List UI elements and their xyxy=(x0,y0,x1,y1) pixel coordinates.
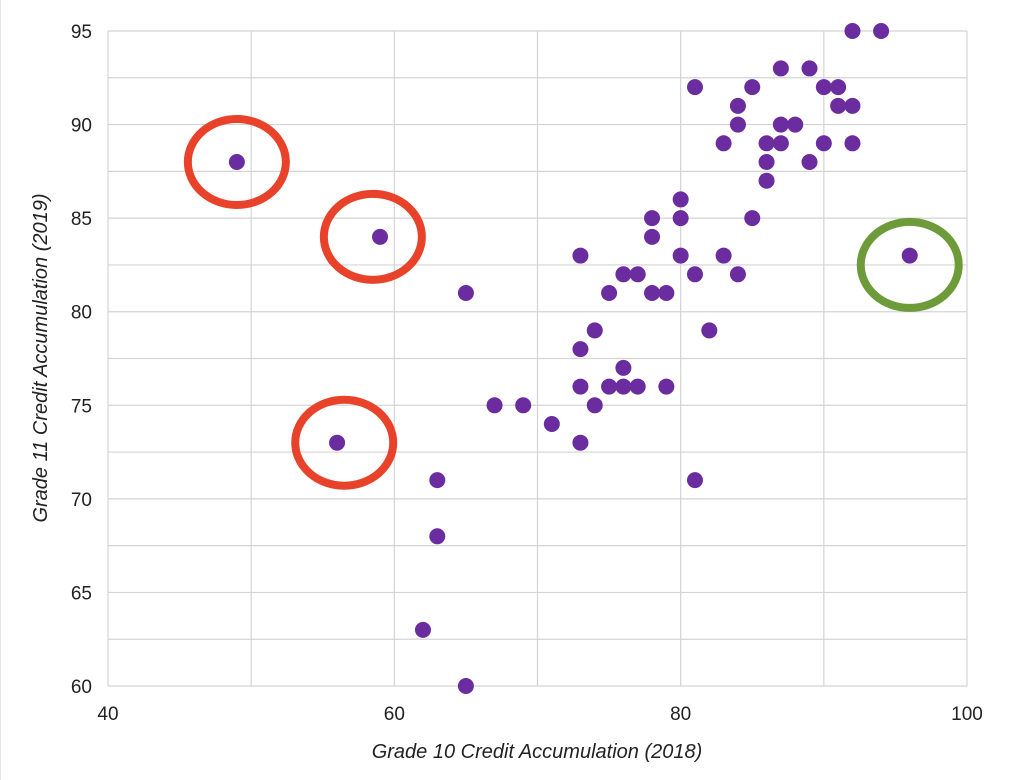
data-point xyxy=(744,79,761,96)
data-point xyxy=(572,247,589,264)
data-point xyxy=(629,378,646,395)
y-tick-label: 70 xyxy=(71,490,92,511)
data-point xyxy=(429,528,446,545)
data-point xyxy=(772,135,789,152)
data-point xyxy=(572,378,589,395)
data-point xyxy=(815,135,832,152)
grid-lines xyxy=(107,30,968,687)
data-point xyxy=(644,285,661,301)
data-point xyxy=(758,154,775,170)
y-axis-ticks: 60 65 70 75 80 85 90 95 xyxy=(71,22,92,698)
data-point xyxy=(844,23,861,39)
y-tick-label: 90 xyxy=(71,116,92,137)
highlight-circle xyxy=(291,395,398,490)
data-point xyxy=(686,266,703,283)
data-point xyxy=(729,97,746,114)
data-point xyxy=(729,116,746,133)
data-point xyxy=(686,79,703,96)
y-tick-label: 95 xyxy=(71,22,92,43)
x-tick-label: 60 xyxy=(384,704,405,725)
data-point xyxy=(601,378,618,395)
data-point xyxy=(901,247,918,264)
highlight-circles xyxy=(183,115,963,490)
x-axis-title: Grade 10 Credit Accumulation (2018) xyxy=(372,741,703,763)
data-point xyxy=(644,228,661,245)
data-point xyxy=(457,678,474,694)
data-point xyxy=(672,210,689,227)
data-point xyxy=(658,378,675,395)
data-point xyxy=(801,154,818,170)
data-point xyxy=(758,172,775,189)
data-point xyxy=(744,210,761,227)
data-point xyxy=(586,397,603,414)
data-point xyxy=(830,97,847,114)
x-tick-label: 100 xyxy=(951,704,983,725)
data-point xyxy=(772,116,789,133)
data-point xyxy=(873,23,890,39)
data-point xyxy=(329,434,346,451)
data-point xyxy=(615,359,632,376)
data-point xyxy=(772,60,789,77)
data-point xyxy=(586,322,603,339)
data-point xyxy=(543,416,560,432)
highlight-circle xyxy=(319,189,426,284)
data-point xyxy=(658,285,675,301)
x-tick-label: 80 xyxy=(670,704,691,725)
data-point xyxy=(486,397,503,414)
data-point xyxy=(644,210,661,227)
data-point xyxy=(729,266,746,283)
data-point xyxy=(457,285,474,301)
data-point xyxy=(601,285,618,301)
data-point xyxy=(414,621,431,638)
data-point xyxy=(228,154,245,170)
y-tick-label: 85 xyxy=(71,209,92,230)
y-axis-title: Grade 11 Credit Accumulation (2019) xyxy=(30,193,52,522)
data-point xyxy=(715,135,732,152)
data-point xyxy=(787,116,804,133)
data-point xyxy=(572,341,589,358)
y-tick-label: 75 xyxy=(71,396,92,417)
data-points xyxy=(228,23,918,694)
data-point xyxy=(686,472,703,489)
data-point xyxy=(844,135,861,152)
data-point xyxy=(844,97,861,114)
data-point xyxy=(830,79,847,96)
highlight-circle xyxy=(856,217,963,312)
y-tick-label: 60 xyxy=(71,677,92,698)
data-point xyxy=(758,135,775,152)
data-point xyxy=(701,322,718,339)
data-point xyxy=(672,247,689,264)
data-point xyxy=(615,378,632,395)
data-point xyxy=(629,266,646,283)
y-tick-label: 65 xyxy=(71,583,92,604)
data-point xyxy=(815,79,832,96)
x-tick-label: 40 xyxy=(97,704,118,725)
data-point xyxy=(515,397,532,414)
data-point xyxy=(572,434,589,451)
highlight-circle xyxy=(183,115,290,209)
data-point xyxy=(715,247,732,264)
data-point xyxy=(372,228,389,245)
data-point xyxy=(615,266,632,283)
x-axis-ticks: 40 60 80 100 xyxy=(97,704,982,725)
y-tick-label: 80 xyxy=(71,303,92,324)
data-point xyxy=(672,191,689,208)
data-point xyxy=(801,60,818,77)
data-point xyxy=(429,472,446,489)
